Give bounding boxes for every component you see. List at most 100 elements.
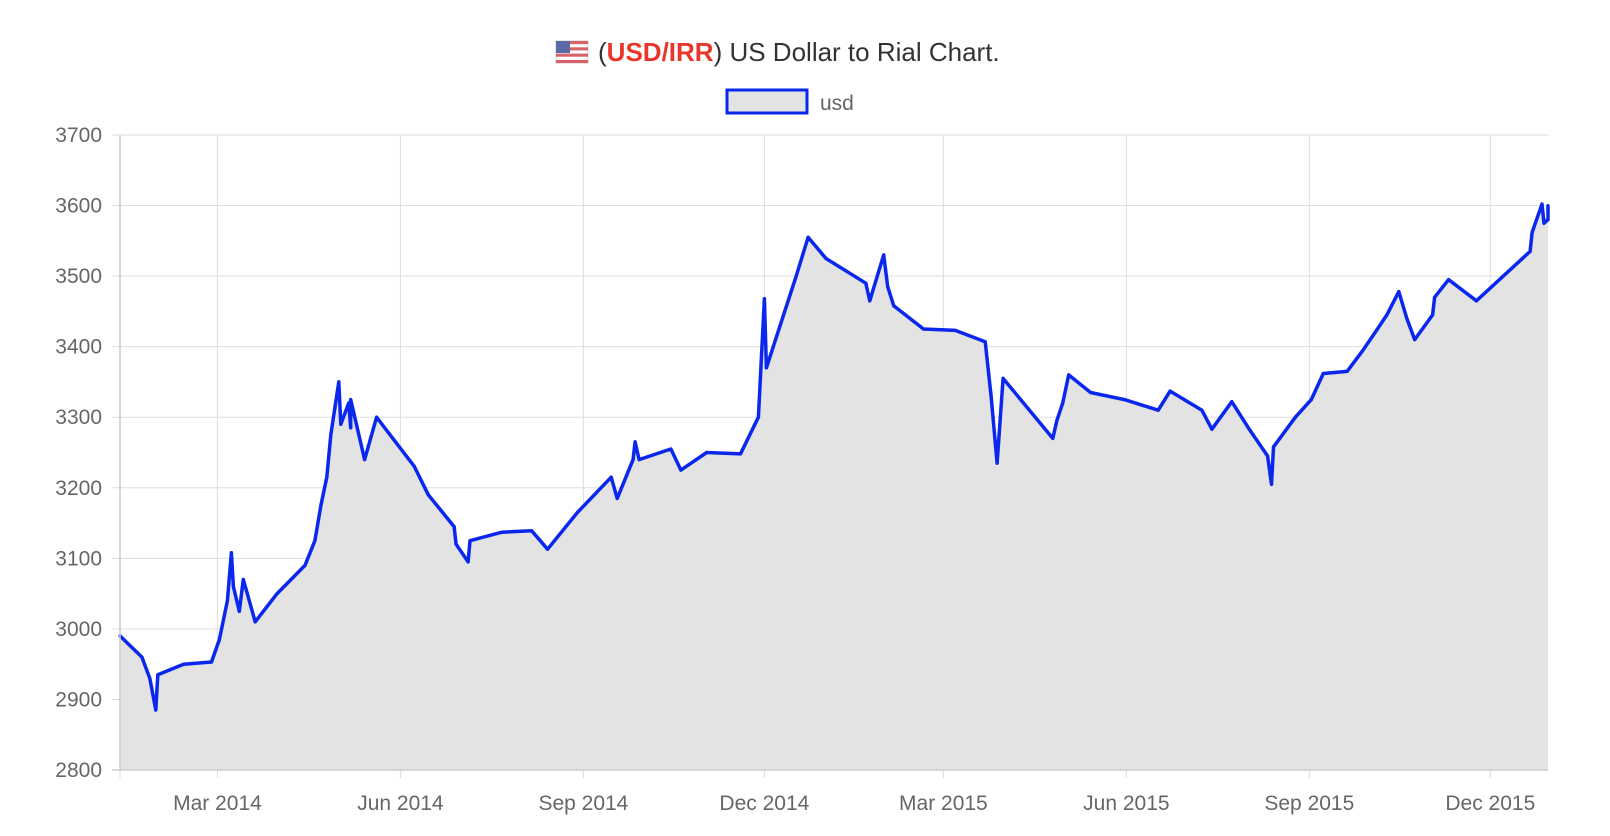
data-point[interactable] xyxy=(1200,408,1204,412)
data-point[interactable] xyxy=(669,447,673,451)
data-point[interactable] xyxy=(631,458,635,462)
data-point[interactable] xyxy=(983,340,987,344)
data-point[interactable] xyxy=(241,577,245,582)
data-point[interactable] xyxy=(148,676,152,680)
y-tick-label: 2900 xyxy=(55,688,102,711)
data-point[interactable] xyxy=(1345,369,1349,373)
data-point[interactable] xyxy=(1210,427,1214,431)
data-point[interactable] xyxy=(882,253,886,257)
data-point[interactable] xyxy=(921,327,926,331)
data-point[interactable] xyxy=(1271,445,1276,449)
data-point[interactable] xyxy=(1230,400,1234,404)
data-point[interactable] xyxy=(1168,389,1172,393)
data-point[interactable] xyxy=(217,637,221,642)
data-point[interactable] xyxy=(1542,221,1546,225)
data-point[interactable] xyxy=(1309,398,1313,402)
data-point[interactable] xyxy=(313,539,317,543)
data-point[interactable] xyxy=(225,599,229,603)
data-point[interactable] xyxy=(1373,331,1377,335)
data-point[interactable] xyxy=(756,415,761,419)
data-point[interactable] xyxy=(1431,313,1435,317)
data-point[interactable] xyxy=(229,551,233,555)
data-point[interactable] xyxy=(349,426,353,430)
data-point[interactable] xyxy=(1266,454,1270,458)
data-point[interactable] xyxy=(349,398,353,402)
data-point[interactable] xyxy=(995,461,999,465)
data-point[interactable] xyxy=(575,510,580,515)
data-point[interactable] xyxy=(1248,428,1252,432)
data-point[interactable] xyxy=(764,366,769,370)
data-point[interactable] xyxy=(1546,204,1550,208)
data-point[interactable] xyxy=(1321,371,1325,376)
data-point[interactable] xyxy=(762,297,767,301)
data-point[interactable] xyxy=(1397,290,1401,294)
data-point[interactable] xyxy=(1405,316,1409,320)
data-point[interactable] xyxy=(1061,401,1065,405)
data-point[interactable] xyxy=(806,235,810,239)
data-point[interactable] xyxy=(886,285,890,289)
data-point[interactable] xyxy=(1540,202,1544,206)
data-point[interactable] xyxy=(454,542,458,546)
data-point[interactable] xyxy=(1546,218,1550,222)
data-point[interactable] xyxy=(1293,415,1297,419)
data-point[interactable] xyxy=(953,328,957,332)
data-point[interactable] xyxy=(375,415,379,419)
data-point[interactable] xyxy=(679,468,683,472)
data-point[interactable] xyxy=(794,274,798,278)
data-point[interactable] xyxy=(546,547,550,551)
data-point[interactable] xyxy=(337,380,341,384)
data-point[interactable] xyxy=(466,560,470,564)
data-point[interactable] xyxy=(609,475,613,479)
data-point[interactable] xyxy=(303,563,307,568)
data-point[interactable] xyxy=(1385,313,1389,317)
data-point[interactable] xyxy=(339,422,343,426)
data-point[interactable] xyxy=(426,493,430,497)
data-point[interactable] xyxy=(1413,338,1417,342)
data-point[interactable] xyxy=(1055,419,1059,423)
data-point[interactable] xyxy=(319,503,323,507)
data-point[interactable] xyxy=(140,655,144,659)
data-point[interactable] xyxy=(824,256,828,261)
data-point[interactable] xyxy=(864,281,868,285)
data-point[interactable] xyxy=(182,662,186,666)
data-point[interactable] xyxy=(1122,398,1126,402)
data-point[interactable] xyxy=(363,458,367,462)
data-point[interactable] xyxy=(1474,299,1478,303)
data-point[interactable] xyxy=(237,609,241,613)
data-point[interactable] xyxy=(633,440,637,444)
data-point[interactable] xyxy=(1269,482,1274,486)
data-point[interactable] xyxy=(154,708,158,712)
data-point[interactable] xyxy=(1361,348,1365,352)
data-point[interactable] xyxy=(329,433,333,437)
data-point[interactable] xyxy=(1089,390,1093,395)
data-point[interactable] xyxy=(412,465,416,469)
data-point[interactable] xyxy=(253,620,257,624)
data-point[interactable] xyxy=(275,592,279,596)
data-point[interactable] xyxy=(1001,376,1005,380)
data-point[interactable] xyxy=(347,401,351,405)
data-point[interactable] xyxy=(1530,230,1534,234)
data-point[interactable] xyxy=(738,452,743,456)
data-point[interactable] xyxy=(468,539,472,543)
data-point[interactable] xyxy=(637,458,641,462)
data-point[interactable] xyxy=(325,475,329,479)
data-point[interactable] xyxy=(209,660,214,664)
legend[interactable]: usd xyxy=(725,88,854,115)
data-point[interactable] xyxy=(989,394,993,398)
data-point[interactable] xyxy=(615,496,619,500)
data-point[interactable] xyxy=(1051,436,1055,440)
data-point[interactable] xyxy=(892,304,896,308)
data-point[interactable] xyxy=(1156,408,1160,412)
data-point[interactable] xyxy=(868,299,872,303)
data-point[interactable] xyxy=(1067,373,1071,377)
data-point[interactable] xyxy=(500,530,504,534)
data-point[interactable] xyxy=(1433,295,1437,299)
data-point[interactable] xyxy=(530,529,534,533)
data-point[interactable] xyxy=(705,450,709,455)
data-point[interactable] xyxy=(1528,249,1532,253)
data-point[interactable] xyxy=(231,585,235,589)
data-point[interactable] xyxy=(452,525,456,529)
data-point[interactable] xyxy=(1447,278,1451,282)
data-point[interactable] xyxy=(156,673,160,677)
